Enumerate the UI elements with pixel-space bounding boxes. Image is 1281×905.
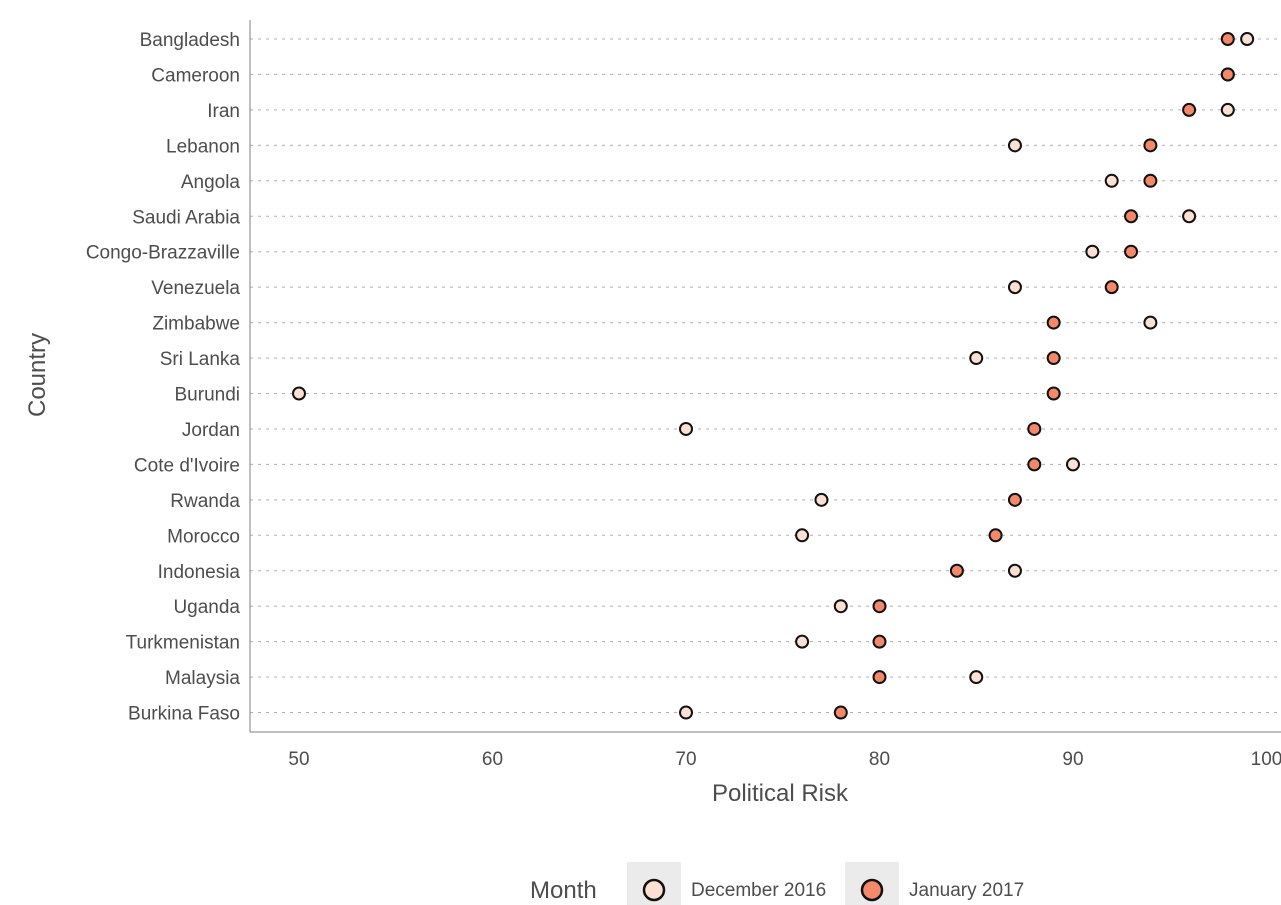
legend-key-december-2016	[642, 878, 666, 902]
y-tick-label: Malaysia	[165, 668, 240, 689]
point-january-2017	[1046, 386, 1061, 401]
point-january-2017	[1124, 244, 1139, 259]
y-tick-label: Indonesia	[158, 562, 241, 583]
y-tick-label: Cote d'Ivoire	[134, 455, 240, 476]
point-january-2017	[1143, 138, 1158, 153]
y-tick-label: Uganda	[173, 597, 240, 618]
point-january-2017	[1182, 102, 1197, 117]
point-december-2016	[969, 351, 984, 366]
point-december-2016	[1240, 32, 1255, 46]
point-december-2016	[833, 599, 848, 614]
y-tick-label: Zimbabwe	[152, 314, 240, 335]
point-january-2017	[1124, 209, 1139, 224]
point-december-2016	[1007, 280, 1022, 295]
point-january-2017	[1220, 32, 1235, 46]
x-tick-label: 50	[288, 749, 309, 770]
point-december-2016	[795, 528, 810, 543]
y-axis-title: Country	[24, 333, 51, 417]
legend-label-december-2016: December 2016	[691, 880, 826, 901]
y-tick-label: Bangladesh	[140, 30, 240, 51]
x-tick-label: 70	[675, 749, 696, 770]
point-december-2016	[1220, 102, 1235, 117]
point-january-2017	[1220, 67, 1235, 82]
y-tick-labels: Bangladesh Cameroon Iran Lebanon Angola Saudi…	[86, 30, 241, 725]
point-december-2016	[679, 421, 693, 436]
x-tick-label: 100	[1251, 749, 1281, 770]
point-december-2016	[795, 634, 810, 649]
y-tick-label: Congo-Brazzaville	[86, 243, 240, 264]
y-tick-label: Iran	[207, 101, 240, 122]
point-january-2017	[988, 528, 1003, 543]
y-tick-label: Morocco	[167, 526, 240, 547]
y-tick-label: Rwanda	[170, 491, 240, 512]
y-tick-label: Jordan	[182, 420, 240, 441]
legend-title: Month	[530, 877, 597, 904]
point-january-2017	[833, 705, 848, 720]
point-january-2017	[949, 563, 964, 578]
point-january-2017	[872, 634, 887, 649]
point-december-2016	[969, 670, 984, 685]
legend-label-january-2017: January 2017	[909, 880, 1024, 901]
data-points	[292, 32, 1255, 720]
point-december-2016	[1143, 315, 1158, 330]
point-january-2017	[1046, 315, 1061, 330]
point-december-2016	[814, 492, 829, 507]
x-tick-label: 80	[869, 749, 890, 770]
point-january-2017	[872, 599, 887, 614]
point-january-2017	[1104, 280, 1119, 295]
y-tick-label: Venezuela	[151, 278, 240, 299]
point-december-2016	[1182, 209, 1197, 224]
y-tick-label: Angola	[181, 172, 241, 193]
legend: Month December 2016 January 2017	[530, 862, 1024, 905]
point-january-2017	[1007, 492, 1022, 507]
point-december-2016	[679, 705, 693, 720]
y-tick-label: Cameroon	[151, 65, 240, 86]
y-tick-label: Burundi	[175, 385, 241, 406]
point-december-2016	[1007, 563, 1022, 578]
x-tick-labels: 50 60 70 80 90 100	[288, 749, 1281, 770]
point-december-2016	[1066, 457, 1080, 472]
y-tick-label: Sri Lanka	[160, 349, 241, 370]
y-tick-label: Lebanon	[166, 136, 240, 157]
point-january-2017	[872, 670, 887, 685]
point-december-2016	[1085, 244, 1100, 259]
point-january-2017	[1027, 421, 1042, 436]
point-december-2016	[292, 386, 306, 401]
x-tick-label: 60	[482, 749, 503, 770]
legend-key-january-2017	[860, 878, 884, 902]
y-tick-label: Turkmenistan	[126, 633, 240, 654]
point-january-2017	[1046, 351, 1061, 366]
point-january-2017	[1143, 173, 1158, 188]
grid-lines	[250, 38, 1281, 714]
y-tick-label: Burkina Faso	[128, 704, 240, 725]
y-tick-label: Saudi Arabia	[132, 207, 240, 228]
point-december-2016	[1104, 173, 1119, 188]
x-tick-label: 90	[1062, 749, 1083, 770]
point-december-2016	[1007, 138, 1022, 153]
point-january-2017	[1027, 457, 1042, 472]
x-axis-title: Political Risk	[712, 780, 849, 807]
